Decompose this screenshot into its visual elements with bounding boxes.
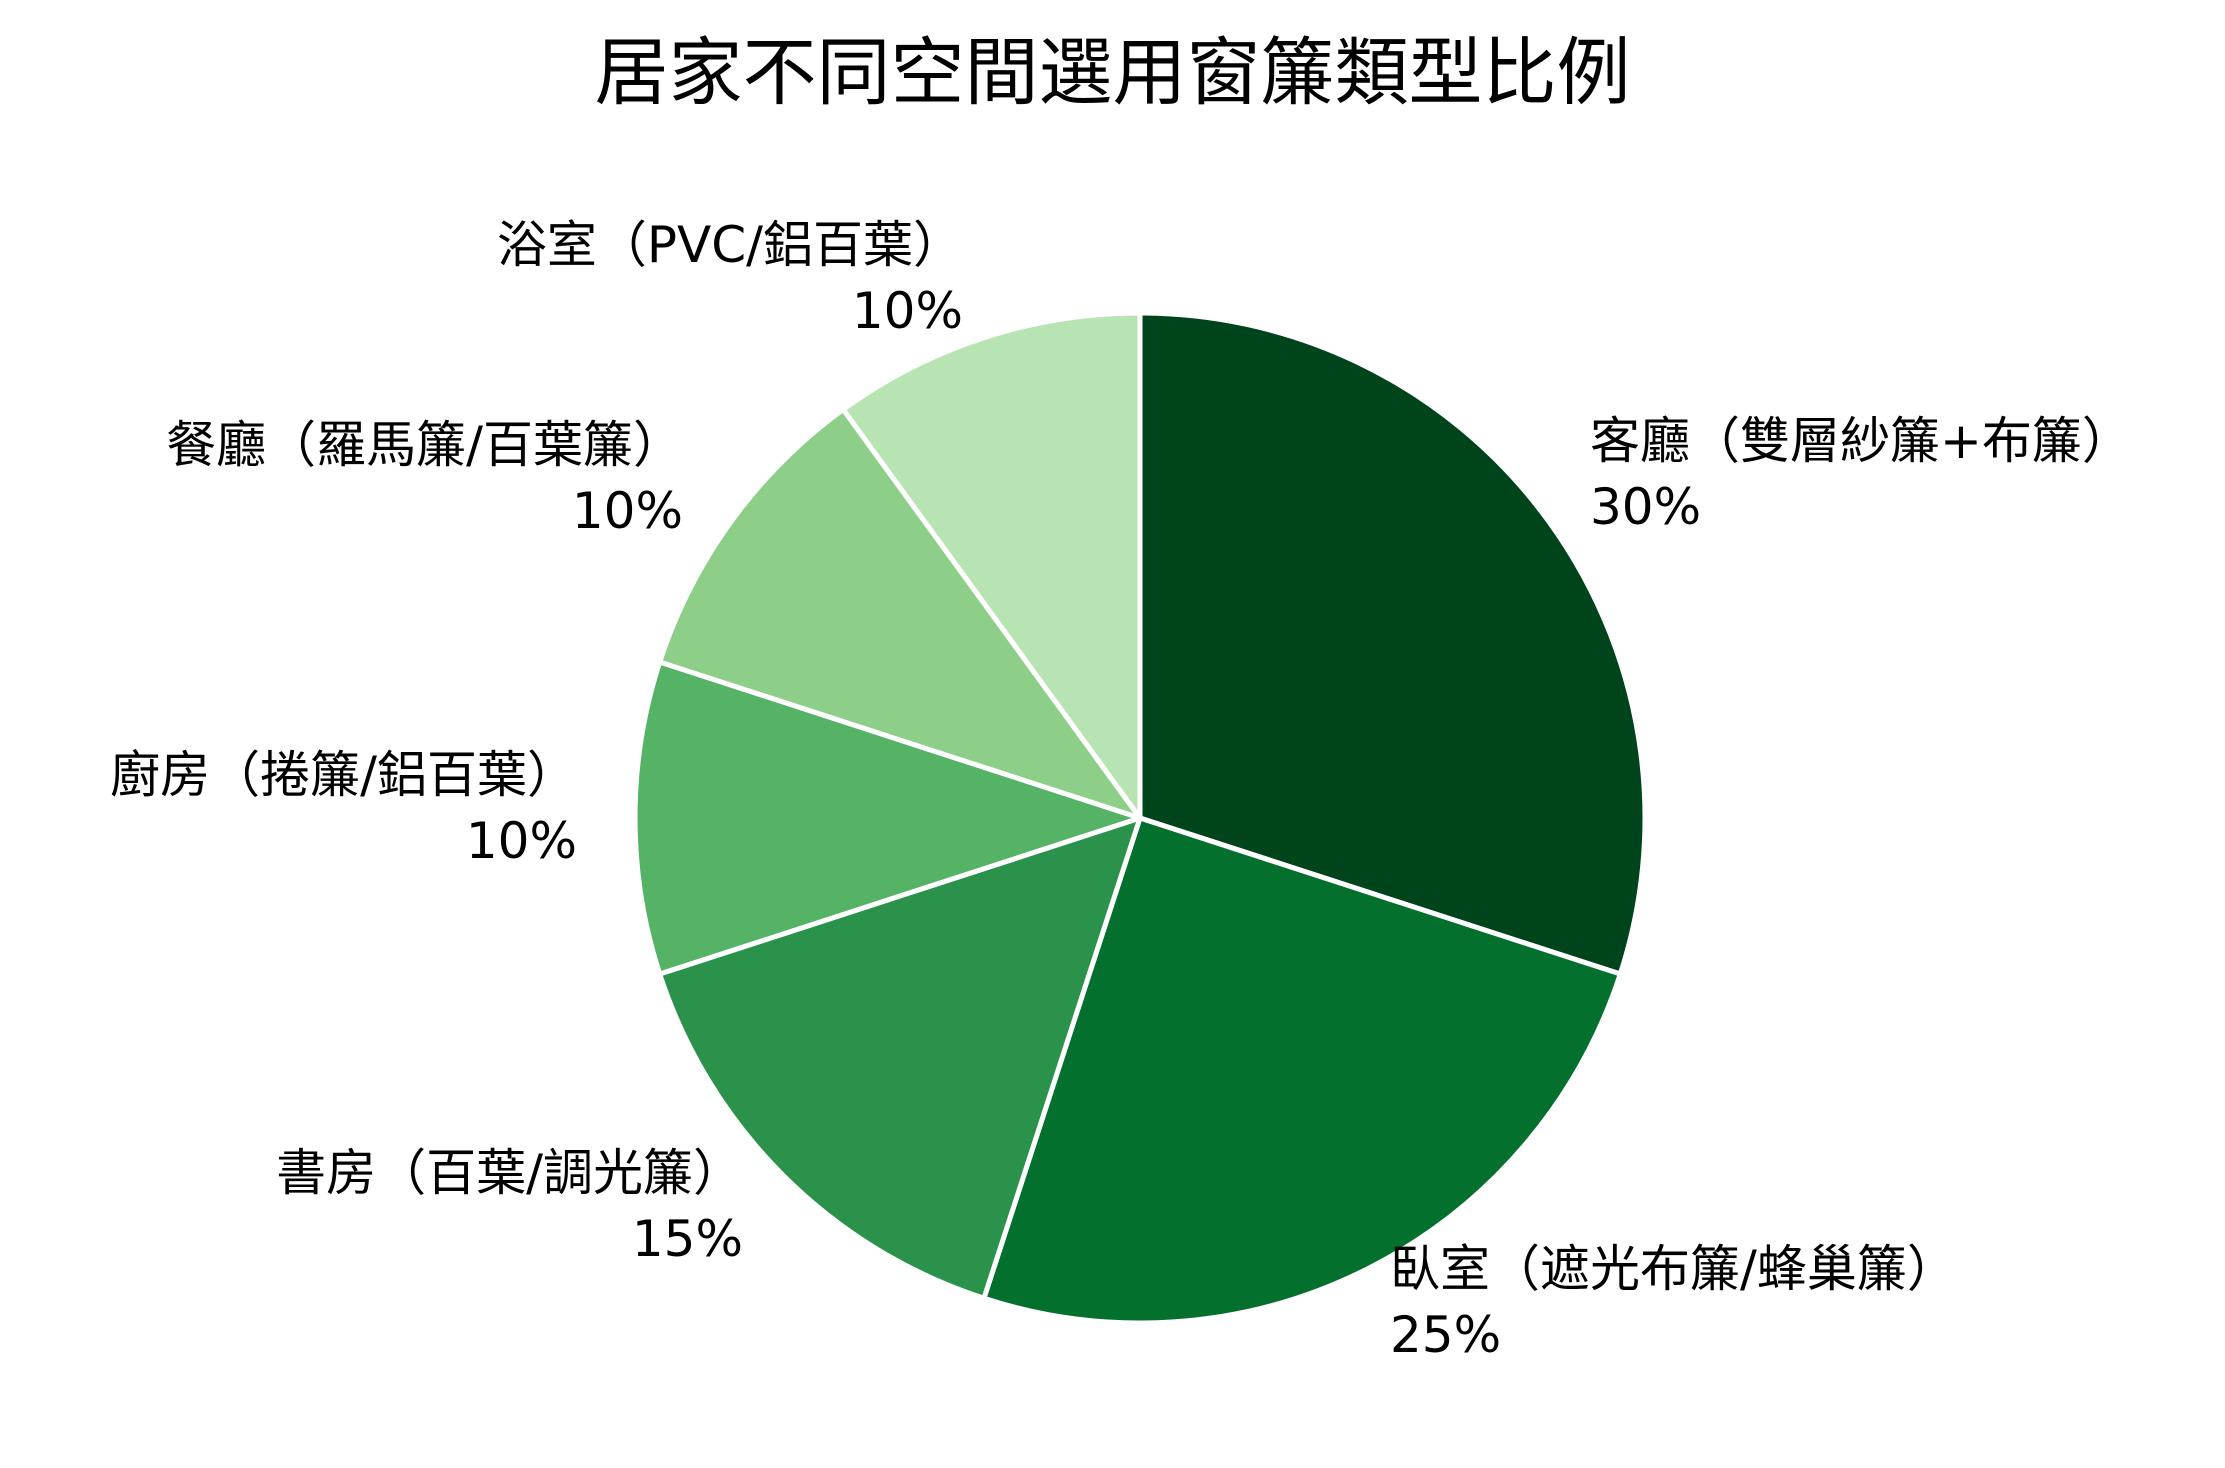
- label-category: 書房（百葉/調光簾）: [276, 1144, 743, 1202]
- label-percent: 25%: [1390, 1306, 1502, 1364]
- label-category: 浴室（PVC/鋁百葉）: [496, 216, 963, 274]
- label-study: 書房（百葉/調光簾） 15%: [276, 1140, 743, 1272]
- pie-slice: [657, 406, 1143, 821]
- pie-slices: [632, 310, 1648, 1326]
- label-percent: 15%: [631, 1210, 743, 1268]
- label-percent: 10%: [465, 812, 577, 870]
- pie-slice: [657, 815, 1143, 1301]
- pie-slice: [981, 815, 1623, 1326]
- pie-slice: [632, 659, 1143, 977]
- label-percent: 30%: [1590, 478, 1702, 536]
- label-category: 臥室（遮光布簾/蜂巢簾）: [1390, 1240, 1957, 1298]
- label-percent: 10%: [851, 282, 963, 340]
- label-category: 餐廳（羅馬簾/百葉簾）: [166, 416, 683, 474]
- pie-slice: [1137, 310, 1648, 977]
- label-living-room: 客廳（雙層紗簾+布簾） 30%: [1590, 408, 2132, 540]
- label-bedroom: 臥室（遮光布簾/蜂巢簾） 25%: [1390, 1236, 1957, 1368]
- label-category: 客廳（雙層紗簾+布簾）: [1590, 412, 2132, 470]
- label-dining-room: 餐廳（羅馬簾/百葉簾） 10%: [166, 412, 683, 544]
- pie-slice: [840, 310, 1143, 821]
- label-category: 廚房（捲簾/鋁百葉）: [110, 746, 577, 804]
- chart-title: 居家不同空間選用窗簾類型比例: [594, 30, 1631, 116]
- label-bathroom: 浴室（PVC/鋁百葉） 10%: [497, 212, 963, 344]
- label-percent: 10%: [571, 482, 683, 540]
- label-kitchen: 廚房（捲簾/鋁百葉） 10%: [110, 742, 577, 874]
